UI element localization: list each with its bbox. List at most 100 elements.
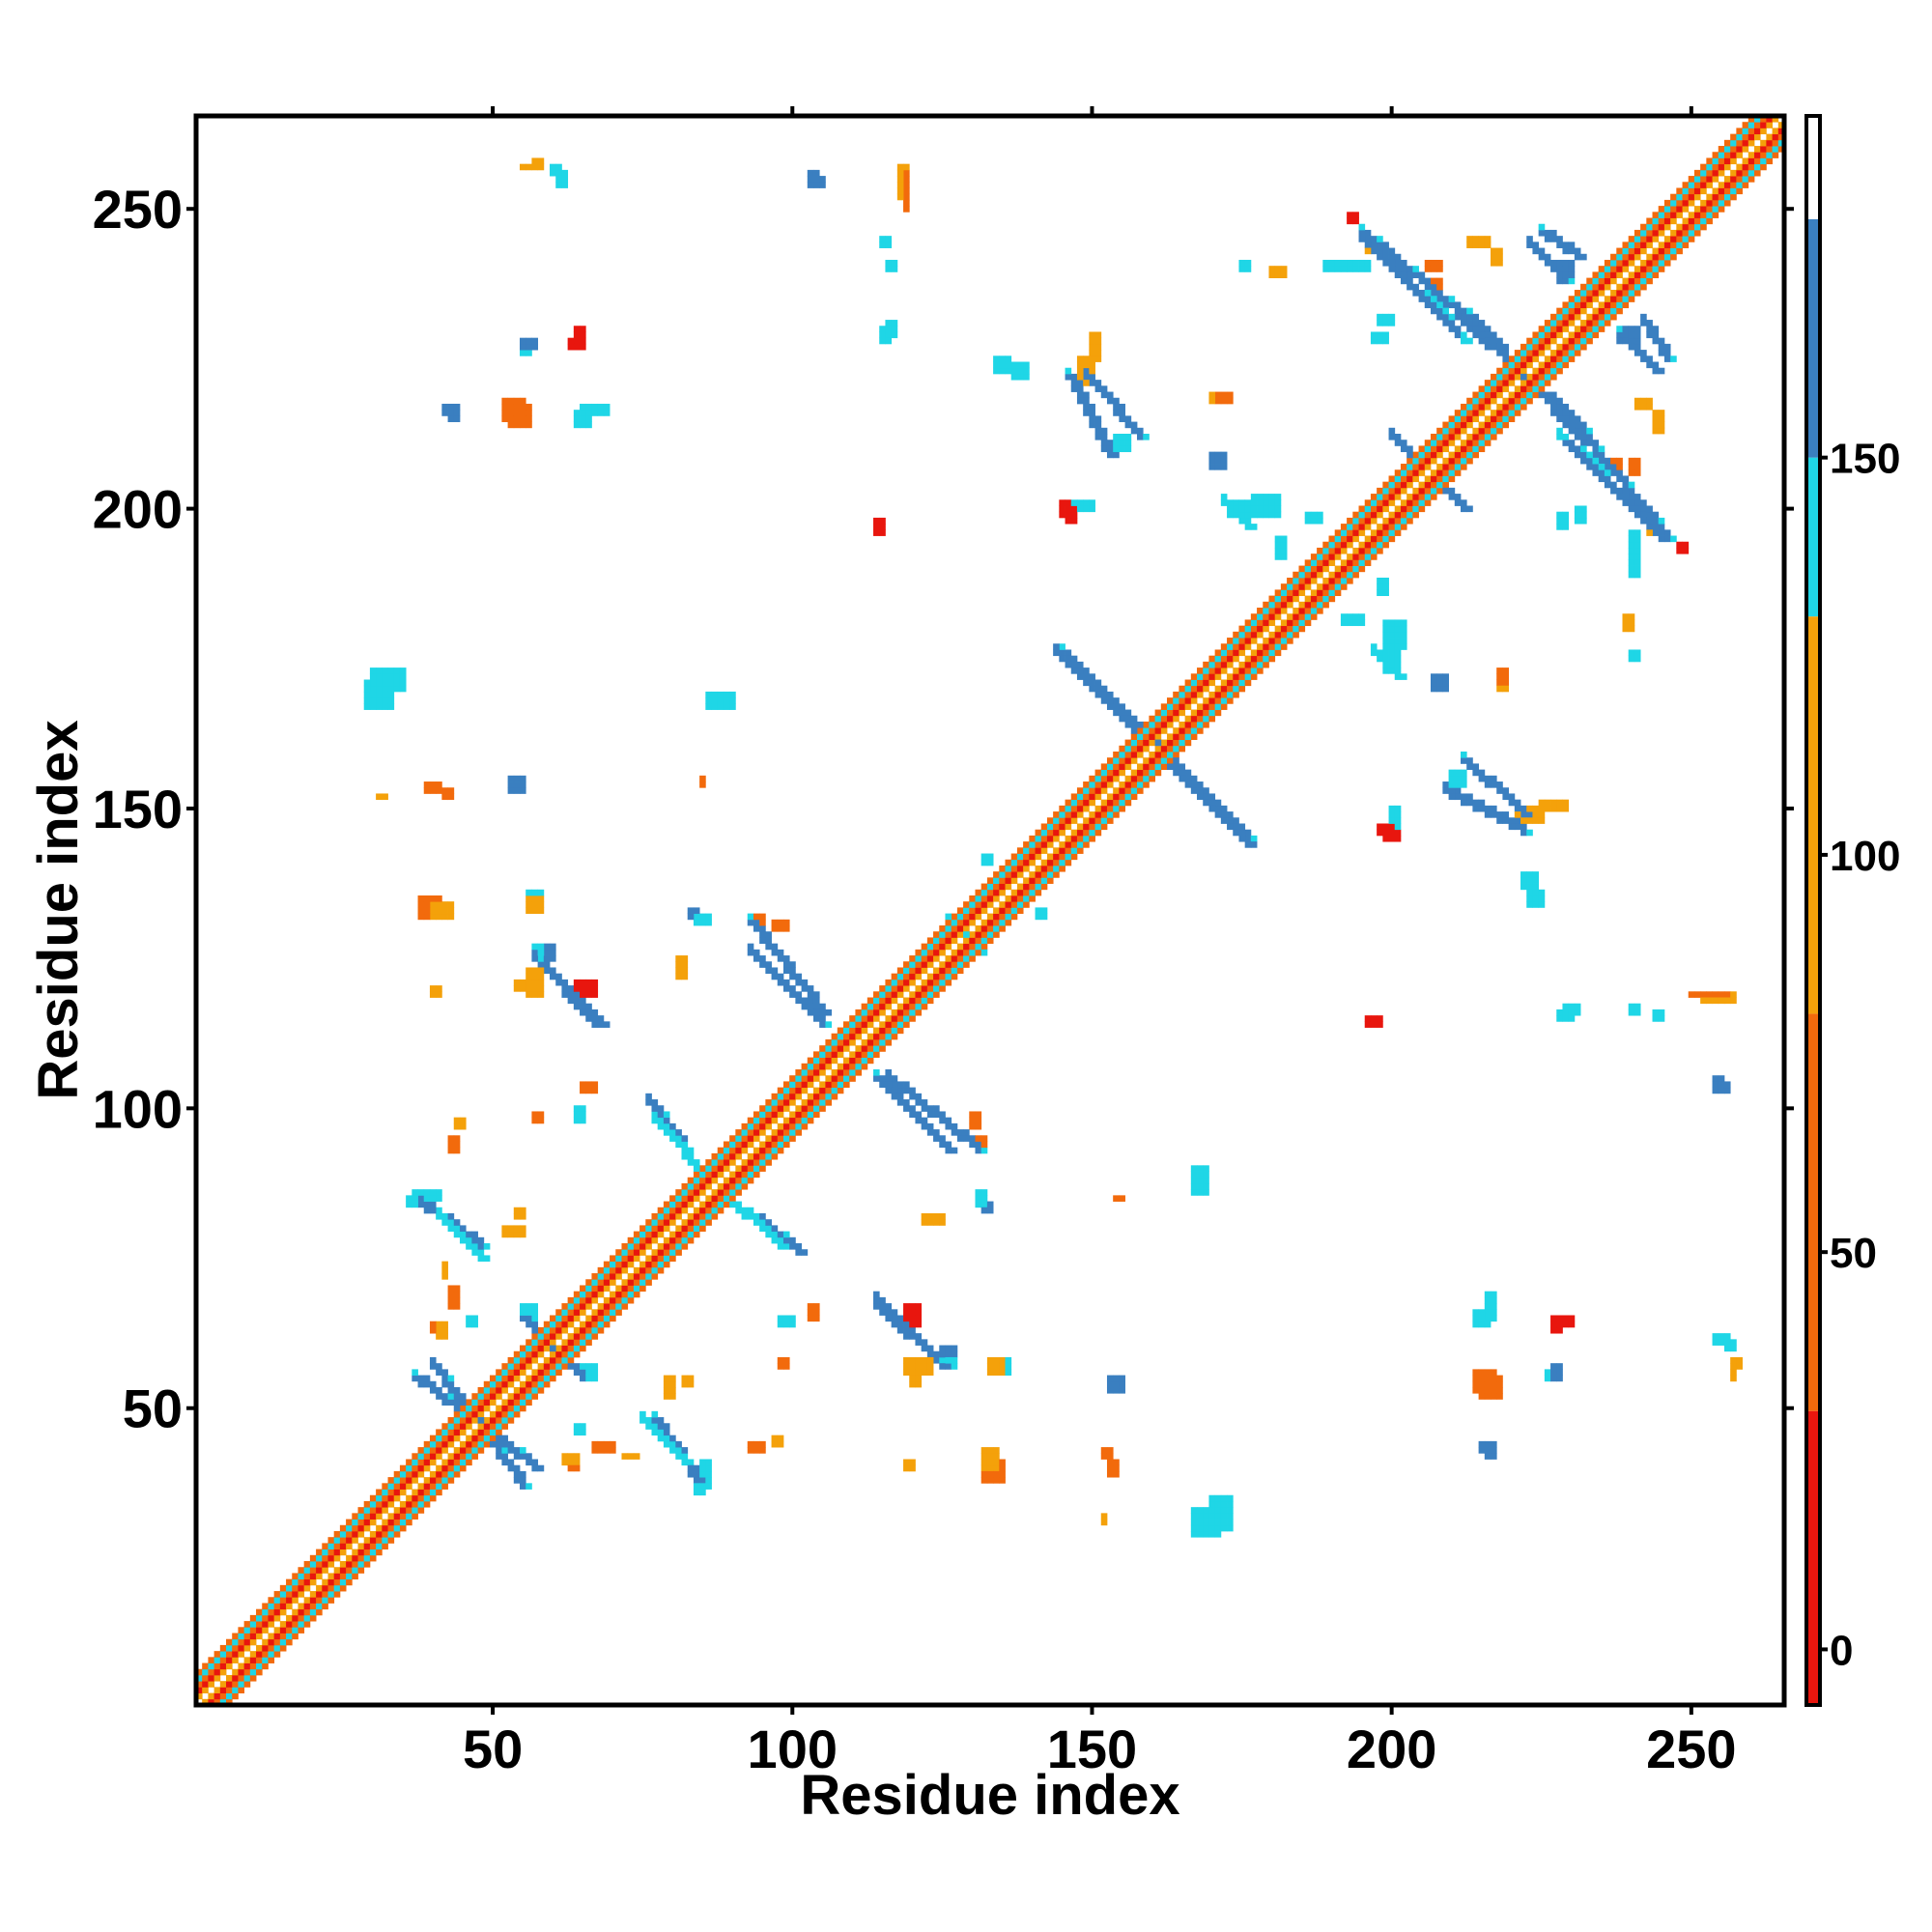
heatmap-cell [382, 1500, 388, 1508]
heatmap-cell [807, 1057, 814, 1065]
heatmap-cell [1484, 326, 1492, 332]
heatmap-cell [903, 1081, 910, 1089]
heatmap-cell [406, 1483, 412, 1490]
heatmap-cell [782, 1105, 790, 1112]
heatmap-cell [1160, 763, 1168, 771]
heatmap-cell [1496, 781, 1503, 788]
heatmap-cell [573, 979, 581, 986]
heatmap-cell [1070, 380, 1078, 386]
heatmap-cell [1430, 679, 1437, 687]
heatmap-cell [537, 979, 545, 986]
heatmap-cell [1424, 266, 1432, 272]
heatmap-cell [873, 1075, 880, 1082]
heatmap-cell [1136, 745, 1144, 753]
heatmap-cell [909, 1087, 916, 1094]
heatmap-cell [711, 697, 719, 704]
heatmap-cell [1658, 367, 1665, 375]
heatmap-cell [1352, 212, 1359, 218]
heatmap-cell [699, 1165, 706, 1172]
heatmap-cell [1377, 649, 1383, 657]
heatmap-cell [1436, 427, 1443, 435]
heatmap-cell [903, 973, 910, 980]
heatmap-cell [412, 1375, 418, 1382]
heatmap-cell [1053, 823, 1060, 831]
heatmap-cell [1532, 895, 1540, 902]
heatmap-cell [1556, 361, 1563, 369]
heatmap-cell [591, 1015, 599, 1022]
heatmap-cell [891, 1021, 898, 1028]
heatmap-cell [939, 1117, 946, 1124]
heatmap-cell [1046, 841, 1054, 848]
heatmap-cell [1143, 434, 1150, 440]
heatmap-cell [1083, 673, 1090, 680]
heatmap-cell [1688, 182, 1695, 188]
heatmap-cell [412, 1513, 418, 1520]
heatmap-cell [681, 1447, 689, 1454]
heatmap-cell [1274, 649, 1282, 657]
heatmap-cell [316, 1591, 323, 1598]
heatmap-cell [292, 1614, 298, 1622]
heatmap-cell [1532, 380, 1540, 386]
heatmap-cell [1233, 643, 1239, 650]
heatmap-cell [1658, 1015, 1665, 1022]
heatmap-cell [861, 1015, 868, 1022]
heatmap-cell [496, 1453, 502, 1460]
heatmap-cell [376, 1524, 383, 1532]
heatmap-cell [1220, 643, 1228, 650]
heatmap-cell [1658, 259, 1665, 267]
heatmap-cell [1610, 457, 1617, 465]
heatmap-cell [759, 1159, 766, 1166]
heatmap-cell [1143, 763, 1150, 771]
heatmap-cell [651, 1410, 659, 1418]
heatmap-cell [1777, 133, 1785, 141]
heatmap-cell [993, 895, 1000, 902]
heatmap-cell [298, 1573, 305, 1580]
heatmap-cell [219, 1644, 227, 1652]
heatmap-cell [1442, 307, 1449, 315]
heatmap-cell [1083, 391, 1090, 399]
heatmap-cell [747, 919, 754, 926]
heatmap-cell [633, 1285, 640, 1293]
heatmap-cell [1016, 853, 1024, 861]
heatmap-cell [1693, 169, 1701, 177]
heatmap-cell [327, 1548, 335, 1556]
heatmap-cell [1250, 668, 1258, 674]
heatmap-cell [681, 1207, 689, 1214]
heatmap-cell [873, 1051, 880, 1058]
heatmap-cell [915, 1117, 923, 1124]
heatmap-cell [1682, 217, 1690, 225]
heatmap-cell [903, 997, 910, 1005]
heatmap-cell [669, 1440, 676, 1448]
heatmap-cell [273, 1627, 281, 1634]
heatmap-cell [459, 1236, 467, 1244]
heatmap-cell [675, 1135, 682, 1142]
heatmap-cell [1094, 781, 1102, 788]
heatmap-cell [1491, 1296, 1497, 1304]
heatmap-cell [1040, 907, 1048, 915]
heatmap-cell [1263, 655, 1269, 663]
heatmap-cell [1628, 1003, 1635, 1010]
heatmap-cell [1586, 326, 1593, 332]
heatmap-cell [496, 1417, 502, 1424]
heatmap-cell [765, 1225, 772, 1233]
heatmap-cell [921, 955, 928, 962]
heatmap-cell [1364, 1021, 1372, 1028]
heatmap-cell [459, 1417, 467, 1424]
heatmap-cell [1016, 895, 1024, 902]
heatmap-cell [1646, 511, 1653, 519]
heatmap-cell [980, 859, 988, 867]
heatmap-cell [1562, 403, 1570, 411]
heatmap-cell [1005, 883, 1012, 891]
heatmap-cell [843, 1038, 850, 1046]
heatmap-cell [1173, 763, 1179, 771]
heatmap-cell [1394, 661, 1402, 668]
heatmap-cell [891, 1321, 898, 1328]
heatmap-cell [1574, 253, 1581, 261]
heatmap-cell [531, 907, 539, 915]
heatmap-cell [627, 1243, 635, 1250]
heatmap-cell [1035, 883, 1042, 891]
heatmap-cell [669, 1387, 676, 1394]
heatmap-cell [633, 1231, 640, 1238]
heatmap-cell [951, 967, 958, 975]
heatmap-cell [369, 679, 377, 687]
